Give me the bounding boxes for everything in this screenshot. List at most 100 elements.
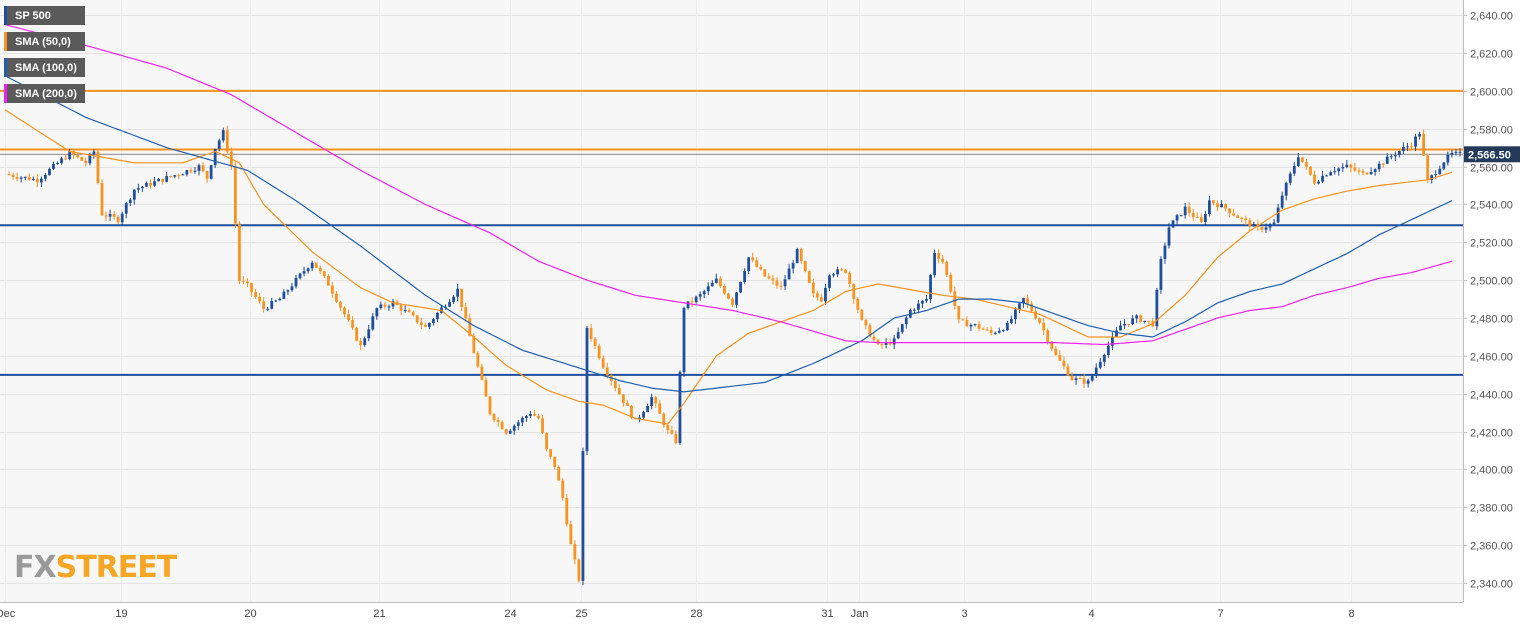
candle-body bbox=[836, 269, 839, 275]
candle-body bbox=[496, 419, 500, 422]
candle-body bbox=[7, 174, 11, 176]
candle-body bbox=[670, 430, 674, 434]
candle-body bbox=[246, 281, 249, 284]
candle-body bbox=[1143, 320, 1147, 322]
candle-body bbox=[751, 257, 755, 261]
candle-body bbox=[880, 344, 884, 346]
y-tick-label: 2,460.00 bbox=[1470, 352, 1513, 364]
candle-body bbox=[888, 342, 892, 345]
legend-item-sma100[interactable]: SMA (100,0) bbox=[4, 58, 85, 77]
candle-body bbox=[1430, 175, 1434, 181]
candle-body bbox=[278, 298, 282, 301]
candle-body bbox=[868, 325, 872, 337]
candle-body bbox=[1014, 309, 1017, 320]
candle-body bbox=[157, 178, 160, 182]
candle-body bbox=[351, 320, 354, 328]
last-price-badge-group: 2,566.50 bbox=[1464, 146, 1520, 163]
legend-item-sma50[interactable]: SMA (50,0) bbox=[4, 32, 85, 51]
x-tick-label: 20 bbox=[244, 608, 256, 620]
last-price-badge bbox=[1464, 146, 1520, 163]
candle-body bbox=[1074, 378, 1078, 380]
candle-body bbox=[1458, 151, 1462, 153]
candle-body bbox=[15, 177, 19, 179]
candle-body bbox=[375, 308, 379, 317]
candle-body bbox=[1208, 200, 1211, 215]
candle-body bbox=[112, 214, 116, 217]
candle-body bbox=[650, 397, 654, 407]
time-axis: Dec 19 20 21 24 25 28 31 Jan 3 4 7 8 bbox=[0, 608, 1355, 620]
candle-body bbox=[436, 312, 439, 320]
candle-body bbox=[820, 297, 823, 302]
candle-body bbox=[258, 296, 262, 302]
candle-body bbox=[1155, 289, 1159, 327]
candle-body bbox=[1333, 171, 1337, 173]
candle-body bbox=[19, 177, 23, 179]
candle-body bbox=[116, 216, 120, 223]
candle-body bbox=[120, 213, 124, 223]
candle-body bbox=[557, 466, 561, 481]
candle-body bbox=[92, 151, 96, 155]
candle-body bbox=[1369, 171, 1373, 175]
candle-body bbox=[1313, 174, 1316, 184]
candle-body bbox=[1098, 361, 1102, 368]
candle-body bbox=[233, 166, 237, 224]
candle-body bbox=[11, 174, 15, 178]
candle-body bbox=[723, 286, 726, 294]
logo-street: STREET bbox=[55, 550, 178, 585]
candle-body bbox=[391, 301, 395, 307]
candle-body bbox=[197, 165, 201, 171]
candle-body bbox=[399, 305, 403, 311]
candle-body bbox=[654, 397, 658, 404]
x-tick-label: 21 bbox=[373, 608, 385, 620]
x-tick-label: 31 bbox=[821, 608, 833, 620]
candle-body bbox=[500, 421, 504, 430]
candle-body bbox=[731, 298, 734, 305]
x-tick-label: 25 bbox=[575, 608, 587, 620]
candle-body bbox=[1026, 298, 1029, 304]
candle-body bbox=[1228, 208, 1232, 214]
candle-body bbox=[444, 306, 447, 308]
horizontal-levels bbox=[0, 89, 1463, 376]
candle-body bbox=[1450, 152, 1454, 155]
candle-body bbox=[892, 338, 896, 345]
y-tick-label: 2,600.00 bbox=[1470, 87, 1513, 99]
candle-body bbox=[872, 336, 876, 340]
candle-body bbox=[1446, 154, 1450, 163]
candle-body bbox=[80, 157, 84, 161]
candle-body bbox=[464, 307, 468, 319]
candle-body bbox=[1292, 165, 1296, 174]
legend-item-sp500[interactable]: SP 500 bbox=[4, 6, 85, 25]
candle-body bbox=[1260, 227, 1264, 230]
candle-body bbox=[541, 418, 544, 433]
candle-body bbox=[141, 186, 144, 189]
candle-body bbox=[330, 285, 334, 294]
candle-body bbox=[621, 394, 625, 403]
candle-body bbox=[1248, 220, 1252, 227]
candle-body bbox=[266, 308, 270, 310]
candle-body bbox=[1115, 330, 1118, 337]
candle-body bbox=[108, 214, 112, 217]
candle-body bbox=[718, 278, 722, 287]
candle-body bbox=[88, 154, 92, 164]
candle-body bbox=[39, 178, 43, 183]
candle-body bbox=[601, 358, 605, 368]
candle-body bbox=[997, 330, 1001, 333]
candle-body bbox=[585, 327, 589, 452]
candle-body bbox=[945, 261, 949, 275]
candle-body bbox=[136, 188, 140, 190]
candle-body bbox=[1131, 318, 1135, 325]
candle-body bbox=[48, 168, 51, 175]
candle-body bbox=[686, 301, 690, 309]
candle-body bbox=[132, 189, 136, 200]
legend-item-sma200[interactable]: SMA (200,0) bbox=[4, 84, 85, 103]
candle-body bbox=[149, 182, 152, 186]
candle-body bbox=[791, 263, 795, 269]
candle-body bbox=[254, 291, 257, 297]
legend-label: SP 500 bbox=[15, 9, 51, 22]
candle-body bbox=[617, 388, 621, 395]
candle-body bbox=[1454, 151, 1458, 153]
candle-body bbox=[912, 309, 916, 311]
candle-body bbox=[779, 285, 783, 287]
candle-body bbox=[468, 318, 472, 337]
candle-body bbox=[799, 249, 803, 262]
